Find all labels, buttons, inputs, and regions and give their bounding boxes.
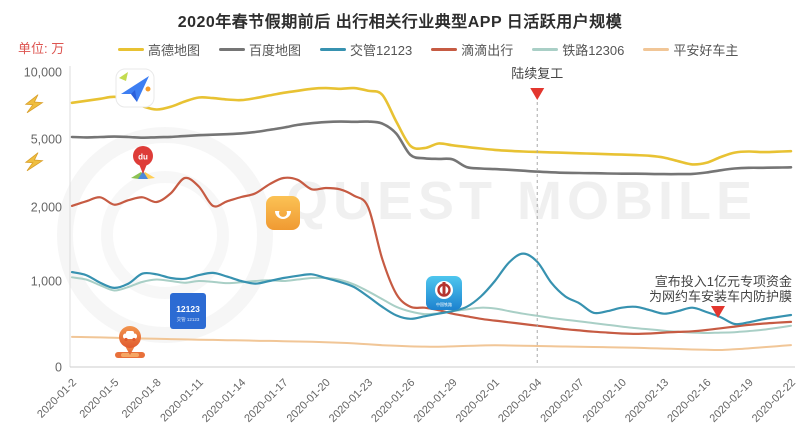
x-tick-label: 2020-02-01 [454, 377, 502, 425]
annotation-didi-fund: 宣布投入1亿元专项资金 为网约车安装车内防护膜 [596, 274, 792, 304]
legend-label-railway-12306: 铁路12306 [562, 43, 625, 58]
legend-label-amap: 高德地图 [148, 43, 201, 58]
legend-swatch-pingan-haochezhu [643, 48, 670, 51]
x-tick-label: 2020-02-19 [708, 377, 756, 425]
didi-fund-marker-triangle-icon [711, 306, 725, 318]
x-tick-label: 2020-02-16 [665, 377, 713, 425]
legend: 高德地图 百度地图 交管12123 滴滴出行 铁路12306 平安好车主 [118, 40, 738, 59]
annotation-resume-work: 陆续复工 [477, 66, 597, 81]
x-tick-label: 2020-02-22 [750, 377, 798, 425]
x-tick-label: 2020-01-14 [200, 377, 248, 425]
legend-item-baidu-map: 百度地图 [219, 40, 301, 59]
x-tick-label: 2020-02-13 [623, 377, 671, 425]
y-tick-label: 5,000 [31, 133, 62, 147]
railway-12306-icon: 中国铁路 [426, 276, 462, 310]
y-tick-label: 0 [55, 361, 62, 375]
watermark-logo-ghost [65, 135, 265, 335]
svg-text:交管 12123: 交管 12123 [177, 316, 200, 323]
series-line-amap [70, 86, 793, 166]
x-tick-label: 2020-01-11 [158, 377, 206, 425]
resume-work-marker-triangle-icon [530, 88, 545, 100]
x-tick-label: 2020-02-04 [496, 377, 544, 425]
series-line-baidu-map [70, 120, 793, 176]
annotation-didi-fund-line1: 宣布投入1亿元专项资金 [654, 274, 792, 289]
legend-label-jiaoguan-12123: 交管12123 [350, 43, 413, 58]
x-tick-label: 2020-01-17 [242, 377, 290, 425]
x-tick-label: 2020-01-8 [120, 377, 164, 421]
x-tick-label: 2020-01-23 [327, 377, 375, 425]
svg-text:中国铁路: 中国铁路 [436, 301, 452, 307]
legend-label-didi: 滴滴出行 [461, 43, 514, 58]
baidu-maps-icon: du [131, 146, 155, 179]
legend-item-pingan-haochezhu: 平安好车主 [643, 40, 738, 59]
y-tick-label: 2,000 [31, 201, 62, 215]
y-tick-label: 10,000 [24, 66, 62, 80]
pingan-icon [115, 326, 145, 358]
legend-item-railway-12306: 铁路12306 [532, 40, 624, 59]
x-tick-label: 2020-01-20 [285, 377, 333, 425]
legend-swatch-didi [431, 48, 458, 51]
x-tick-label: 2020-01-29 [411, 377, 459, 425]
legend-swatch-jiaoguan-12123 [320, 48, 347, 51]
x-tick-label: 2020-01-2 [35, 377, 79, 421]
legend-swatch-railway-12306 [532, 48, 559, 51]
legend-swatch-baidu-map [219, 48, 246, 51]
svg-text:du: du [138, 153, 148, 162]
unit-label: 单位: 万 [18, 41, 65, 56]
legend-label-baidu-map: 百度地图 [249, 43, 302, 58]
legend-item-didi: 滴滴出行 [431, 40, 513, 59]
series-line-jiaoguan-12123 [70, 252, 793, 326]
didi-icon [266, 196, 300, 230]
x-tick-label: 2020-01-26 [369, 377, 417, 425]
svg-text:12123: 12123 [176, 304, 200, 314]
x-tick-label: 2020-01-5 [77, 377, 121, 421]
lightning-icon [24, 152, 44, 172]
y-tick-label: 1,000 [31, 275, 62, 289]
amap-icon [115, 68, 155, 108]
x-tick-label: 2020-02-07 [538, 377, 586, 425]
jiaoguan-12123-icon: 12123 交管 12123 [170, 293, 206, 329]
x-tick-label: 2020-02-10 [581, 377, 629, 425]
legend-swatch-amap [118, 48, 144, 51]
series-line-pingan-haochezhu [71, 335, 792, 352]
legend-label-pingan-haochezhu: 平安好车主 [673, 43, 739, 58]
annotation-resume-work-text: 陆续复工 [511, 66, 564, 81]
chart-title: 2020年春节假期前后 出行相关行业典型APP 日活跃用户规模 [177, 14, 623, 31]
legend-item-jiaoguan-12123: 交管12123 [320, 40, 412, 59]
legend-item-amap: 高德地图 [118, 40, 200, 59]
lightning-icon [24, 94, 44, 114]
annotation-didi-fund-line2: 为网约车安装车内防护膜 [648, 289, 792, 304]
